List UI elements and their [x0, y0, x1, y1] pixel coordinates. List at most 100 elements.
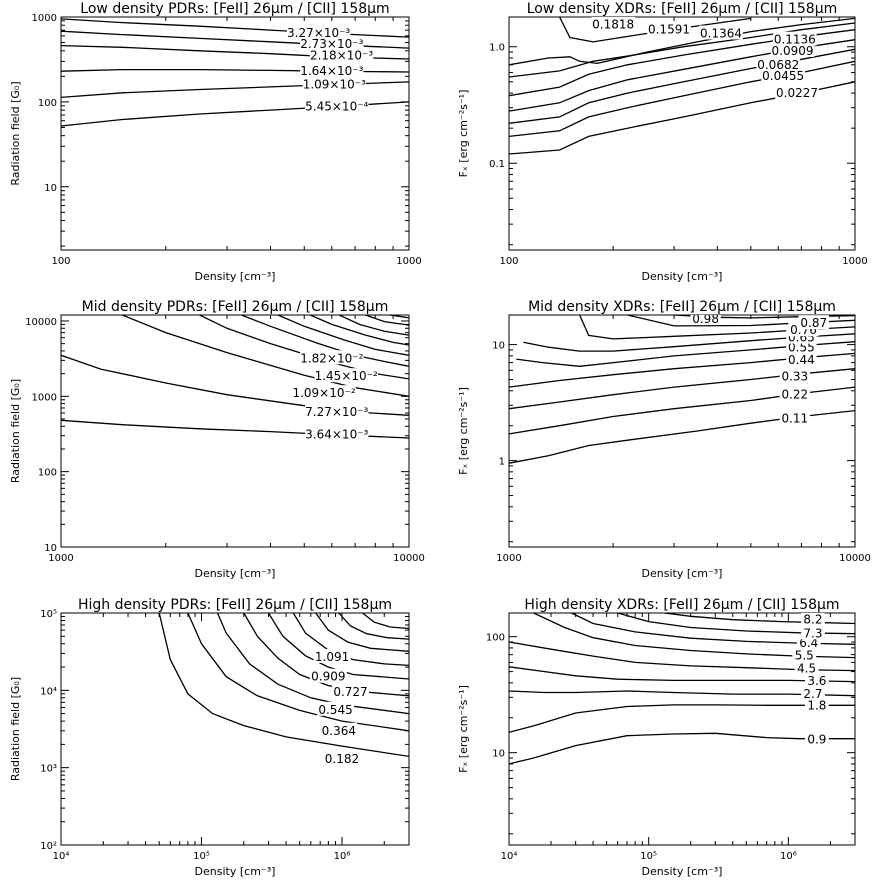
contour-label: 7.27×10⁻³ [305, 405, 368, 419]
contour-line [309, 315, 409, 346]
contour-label-background [804, 697, 829, 712]
x-tick-label: 10⁶ [334, 851, 351, 862]
contour-label-background [302, 76, 366, 91]
plot-frame [60, 314, 410, 548]
contour-label: 0.909 [311, 670, 345, 684]
contour-line [559, 17, 751, 43]
contour-label: 8.2 [803, 613, 822, 627]
x-axis-label: Density [cm⁻³] [642, 270, 723, 283]
contour-label-background [591, 17, 635, 31]
contour-label-background [309, 47, 374, 62]
y-tick-label: 100 [38, 468, 57, 479]
contour-label-background [794, 660, 819, 675]
contour-line [509, 22, 855, 78]
chart-title: High density PDRs: [FeII] 26μm / [CII] 1… [78, 597, 392, 613]
y-tick-label: 0.1 [489, 159, 505, 170]
contour-label-background [779, 410, 811, 425]
contour-label: 0.0227 [776, 86, 818, 100]
contour-label: 0.1818 [592, 18, 634, 32]
contour-label-background [305, 403, 369, 418]
contour-label-background [305, 426, 369, 441]
y-axis-label: Fₓ [erg cm⁻²s⁻¹] [457, 387, 470, 475]
x-axis-label: Density [cm⁻³] [195, 865, 276, 878]
y-axis-label: Radiation field [G₀] [9, 677, 22, 781]
contour-group: 0.9 1.82.73.64.55.56.47.38.2 [509, 613, 855, 765]
x-tick-label: 1000 [496, 553, 521, 564]
y-tick-label: 1000 [32, 13, 57, 24]
contour-label: 5.45×10⁻⁴ [305, 100, 368, 114]
contour-label: 1.09×10⁻³ [303, 78, 366, 92]
x-axis-label: Density [cm⁻³] [642, 567, 723, 580]
contour-label-background [775, 85, 819, 100]
contour-label-background [286, 24, 351, 39]
contour-label-background [804, 731, 829, 746]
contour-label: 2.18×10⁻³ [310, 49, 373, 63]
x-tick-label: 1000 [396, 256, 421, 267]
y-tick-label: 10⁵ [40, 609, 57, 620]
plot-frame [508, 16, 856, 251]
contour-label-background [770, 42, 815, 57]
contour-group: 0.110.220.330.440.550.650.760.870.98 [509, 312, 855, 464]
contour-label: 0.22 [781, 388, 808, 402]
contour-label-background [313, 648, 351, 663]
contour-label-background [761, 68, 805, 83]
chart-panel-5: High density PDRs: [FeII] 26μm / [CII] 1… [9, 597, 410, 878]
contour-label: 0.98 [692, 312, 719, 326]
x-tick-label: 10⁶ [780, 851, 797, 862]
plot-frame [508, 612, 856, 846]
contour-label-background [309, 668, 347, 683]
contour-label: 3.6 [807, 674, 826, 688]
contour-label: 1.64×10⁻³ [300, 64, 363, 78]
contour-label-background [292, 385, 356, 400]
chart-panel-1: Low density PDRs: [FeII] 26μm / [CII] 15… [9, 1, 422, 283]
y-tick-label: 10³ [40, 764, 57, 775]
contour-line [241, 315, 409, 367]
chart-panel-6: High density XDRs: [FeII] 26μm / [CII] 1… [457, 597, 856, 878]
y-axis-label: Fₓ [erg cm⁻²s⁻¹] [457, 90, 470, 178]
contour-label-background [300, 36, 364, 51]
x-tick-label: 100 [51, 256, 70, 267]
y-tick-label: 10 [44, 543, 57, 554]
y-tick-label: 10⁴ [40, 686, 57, 697]
contour-label-background [647, 21, 691, 36]
contour-label: 0.0909 [772, 44, 814, 58]
y-tick-label: 100 [486, 633, 505, 644]
y-tick-label: 10 [492, 341, 505, 352]
contour-line [338, 315, 409, 336]
plot-frame [60, 16, 410, 251]
y-tick-label: 1.0 [489, 43, 505, 54]
y-tick-label: 10² [40, 841, 57, 852]
contour-label-background [756, 56, 801, 71]
contour-line [533, 613, 855, 659]
contour-label-background [699, 25, 743, 40]
contour-line [315, 613, 409, 652]
plot-frame [60, 612, 410, 846]
y-axis-label: Fₓ [erg cm⁻²s⁻¹] [457, 685, 470, 773]
chart-title: High density XDRs: [FeII] 26μm / [CII] 1… [524, 597, 839, 613]
x-axis-label: Density [cm⁻³] [642, 865, 723, 878]
contour-label-background [305, 98, 369, 113]
contour-line [509, 666, 855, 683]
contour-label: 2.7 [803, 687, 822, 701]
contour-label-background [779, 368, 811, 383]
contour-label: 0.33 [781, 370, 808, 384]
y-tick-label: 1 [499, 457, 505, 468]
contour-label-background [314, 368, 378, 383]
contour-label-background [323, 750, 361, 765]
contour-label: 2.73×10⁻³ [300, 37, 363, 51]
contour-line [509, 17, 855, 66]
contour-label-background [801, 686, 825, 701]
y-tick-label: 10 [492, 749, 505, 760]
contour-label-background [690, 315, 721, 326]
contour-label: 1.45×10⁻² [315, 369, 378, 383]
contour-label: 0.727 [333, 685, 367, 699]
contour-label: 0.1136 [774, 33, 816, 47]
contour-label-background [331, 684, 369, 699]
chart-panel-4: Mid density XDRs: [FeII] 26μm / [CII] 15… [457, 299, 871, 580]
contour-label: 1.091 [315, 650, 349, 664]
contour-line [664, 613, 855, 625]
contour-label: 3.64×10⁻³ [305, 428, 368, 442]
